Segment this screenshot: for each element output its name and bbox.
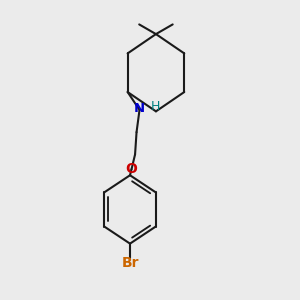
Text: H: H (151, 100, 160, 113)
Text: Br: Br (121, 256, 139, 270)
Text: N: N (134, 102, 145, 115)
Text: O: O (126, 162, 137, 176)
